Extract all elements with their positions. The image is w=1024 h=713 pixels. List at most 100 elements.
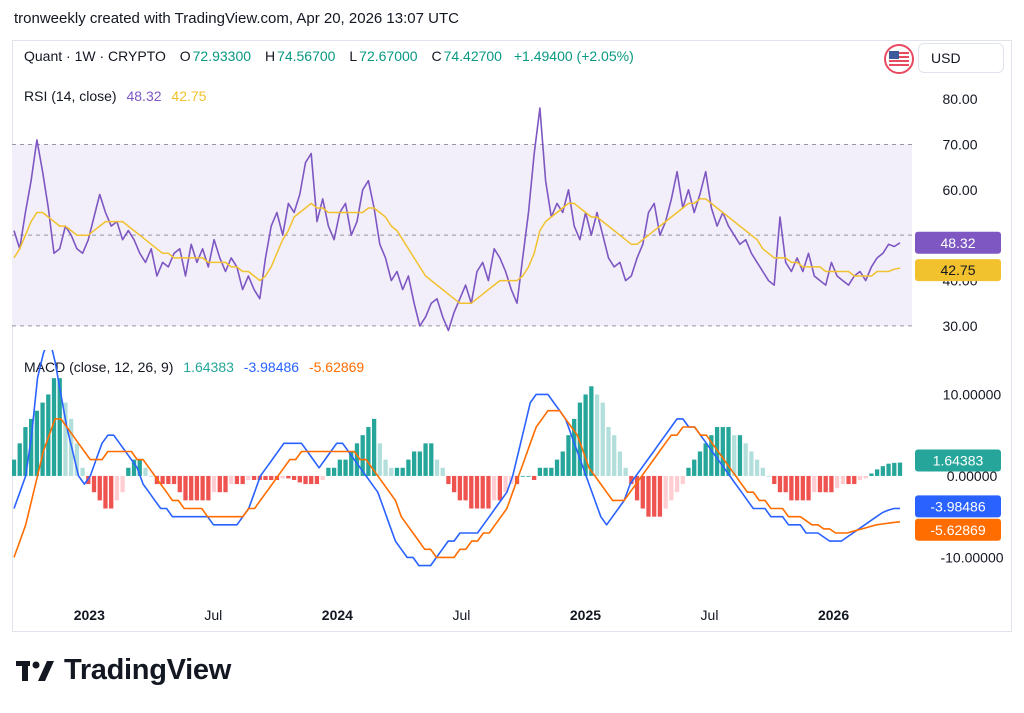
macd-histogram-bar xyxy=(652,475,657,517)
macd-histogram-bar xyxy=(97,475,102,501)
macd-histogram-bar xyxy=(103,475,108,509)
macd-histogram-bar xyxy=(892,462,897,476)
tradingview-logo-icon xyxy=(16,660,54,681)
macd-histogram-bar xyxy=(760,467,765,476)
macd-title: MACD (close, 12, 26, 9) xyxy=(24,359,174,375)
macd-histogram-bar xyxy=(692,459,697,476)
rsi-legend[interactable]: RSI (14, close) 48.32 42.75 xyxy=(24,88,206,104)
macd-line-last-badge: -3.98486 xyxy=(930,498,985,514)
macd-histogram-bar xyxy=(371,418,377,476)
macd-histogram-bar xyxy=(46,394,51,476)
macd-histogram-bar xyxy=(737,435,743,476)
signal-line-last-badge-bg xyxy=(915,518,1001,541)
macd-legend[interactable]: MACD (close, 12, 26, 9) 1.64383 -3.98486… xyxy=(24,359,364,375)
macd-histogram-bar xyxy=(286,475,291,479)
symbol-name: Quant · 1W · CRYPTO xyxy=(24,48,166,64)
macd-histogram-bar xyxy=(617,451,623,476)
macd-histogram-bar xyxy=(789,475,794,501)
macd-histogram-bar xyxy=(131,459,137,476)
macd-tick-label: -10.00000 xyxy=(940,549,1003,565)
macd-histogram-bar xyxy=(840,475,845,485)
macd-histogram-bar xyxy=(206,475,211,501)
time-axis-label: Jul xyxy=(701,607,719,623)
macd-histogram-bar xyxy=(12,459,17,476)
rsi-title: RSI (14, close) xyxy=(24,88,117,104)
signal-line-legend-value: -5.62869 xyxy=(308,359,365,375)
macd-histogram-bar xyxy=(320,475,325,480)
macd-histogram-bar xyxy=(829,475,834,493)
macd-histogram-bar xyxy=(646,475,651,517)
macd-histogram-bar xyxy=(572,418,577,476)
macd-histogram-bar xyxy=(109,475,114,509)
macd-histogram-bar xyxy=(211,475,217,493)
macd-histogram-bar xyxy=(783,475,788,493)
macd-histogram-bar xyxy=(417,451,422,476)
macd-histogram-bar xyxy=(732,435,737,476)
macd-histogram-bar xyxy=(823,475,828,493)
macd-histogram-bar xyxy=(697,451,703,476)
rsi-ma-last-badge: 42.75 xyxy=(940,262,975,278)
close-value: 74.42700 xyxy=(443,48,502,64)
macd-histogram-bar xyxy=(406,459,411,476)
macd-histogram-bar xyxy=(537,467,543,476)
macd-histogram-bar xyxy=(503,475,508,493)
macd-histogram-bar xyxy=(63,402,68,476)
macd-histogram-bar xyxy=(446,475,451,485)
macd-histogram-bar xyxy=(377,443,382,476)
open-label: O xyxy=(179,48,191,64)
macd-histogram-bar xyxy=(720,427,725,476)
macd-histogram-bar xyxy=(309,475,314,485)
signal-line-last-badge: -5.62869 xyxy=(930,522,985,538)
currency-selector[interactable]: USD xyxy=(918,43,1004,73)
macd-histogram-bar xyxy=(709,435,714,476)
change-value: +1.49400 (+2.05%) xyxy=(513,48,634,64)
macd-histogram-bar xyxy=(680,475,685,485)
rsi-line xyxy=(13,107,901,332)
macd-histogram-bar xyxy=(291,475,297,480)
macd-histogram-bar xyxy=(526,475,531,477)
macd-histogram-bar xyxy=(566,435,571,476)
macd-pane: 10.000000.00000-10.000001.64383-3.98486-… xyxy=(12,350,1004,567)
macd-histogram-bar xyxy=(846,475,851,485)
high-label: H xyxy=(264,48,276,64)
chart-header: tronweekly created with TradingView.com,… xyxy=(14,10,459,27)
macd-tick-label: 0.00000 xyxy=(947,468,998,484)
us-flag-icon[interactable] xyxy=(884,44,914,74)
macd-histogram-bar xyxy=(440,467,445,476)
macd-histogram-bar xyxy=(80,467,85,476)
macd-histogram-bar xyxy=(794,475,800,501)
low-value: 72.67000 xyxy=(359,48,418,64)
macd-histogram-bar xyxy=(189,475,194,501)
macd-histogram-bar xyxy=(457,475,463,501)
open-value: 72.93300 xyxy=(192,48,252,64)
macd-histogram-bar xyxy=(240,475,245,485)
time-axis-label: 2025 xyxy=(570,607,601,623)
macd-histogram-bar xyxy=(577,402,583,476)
macd-histogram-bar xyxy=(560,451,565,476)
macd-histogram-bar xyxy=(880,466,885,476)
macd-histogram-bar xyxy=(772,475,777,485)
macd-histogram-bar xyxy=(777,475,783,493)
macd-histogram-bar xyxy=(17,443,22,476)
macd-line xyxy=(13,350,901,567)
macd-histogram-bar xyxy=(217,475,222,493)
macd-histogram-bar xyxy=(354,443,360,476)
macd-histogram-bar xyxy=(57,378,62,476)
macd-histogram-bar xyxy=(360,435,365,476)
macd-histogram-bar xyxy=(434,459,440,476)
time-axis-label: 2026 xyxy=(818,607,849,623)
macd-histogram-bar xyxy=(594,394,600,476)
low-label: L xyxy=(349,48,358,64)
macd-histogram-bar xyxy=(492,475,497,501)
rsi-tick-label: 70.00 xyxy=(942,136,977,152)
macd-histogram-bar xyxy=(171,475,177,485)
tradingview-logo: TradingView xyxy=(16,654,231,687)
macd-histogram-bar xyxy=(120,475,125,493)
symbol-legend: Quant · 1W · CRYPTO O 72.93300 H 74.56700 … xyxy=(24,48,634,64)
macd-histogram-bar xyxy=(337,459,342,476)
macd-histogram-bar xyxy=(177,475,182,493)
macd-histogram-bar xyxy=(629,475,634,485)
macd-line-legend-value: -3.98486 xyxy=(243,359,300,375)
macd-histogram-bar xyxy=(623,467,628,476)
macd-histogram-bar xyxy=(817,475,823,493)
